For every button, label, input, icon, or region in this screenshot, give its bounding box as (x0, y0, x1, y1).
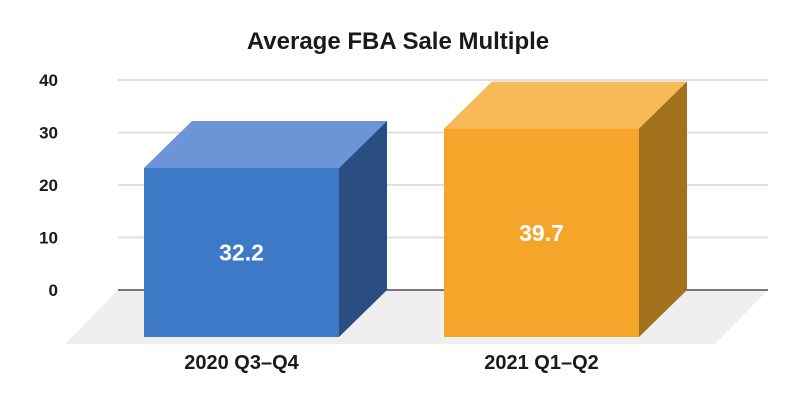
y-tick-label: 10 (39, 229, 58, 248)
bar-top-face (444, 81, 687, 129)
bars-layer (144, 81, 687, 337)
bar-value-label: 39.7 (519, 220, 564, 246)
y-tick-label: 20 (39, 176, 58, 195)
bar-1[interactable] (444, 81, 687, 337)
bar-top-face (144, 120, 387, 168)
y-tick-label: 0 (49, 281, 58, 300)
x-category-label: 2020 Q3–Q4 (184, 352, 299, 374)
bar-value-label: 32.2 (219, 239, 264, 265)
labels-layer: 0 10 20 30 40 32.2 2020 Q3–Q4 39.7 2021 Q1–Q2 (39, 71, 599, 374)
x-category-label: 2021 Q1–Q2 (484, 352, 599, 374)
bar-side-face (639, 81, 687, 337)
bar-front-face (444, 128, 639, 337)
bar-front-face (144, 167, 339, 337)
y-tick-label: 40 (39, 71, 58, 90)
bar-0[interactable] (144, 120, 387, 337)
y-tick-label: 30 (39, 124, 58, 143)
chart-title: Average FBA Sale Multiple (247, 28, 549, 55)
bar-side-face (339, 120, 387, 337)
